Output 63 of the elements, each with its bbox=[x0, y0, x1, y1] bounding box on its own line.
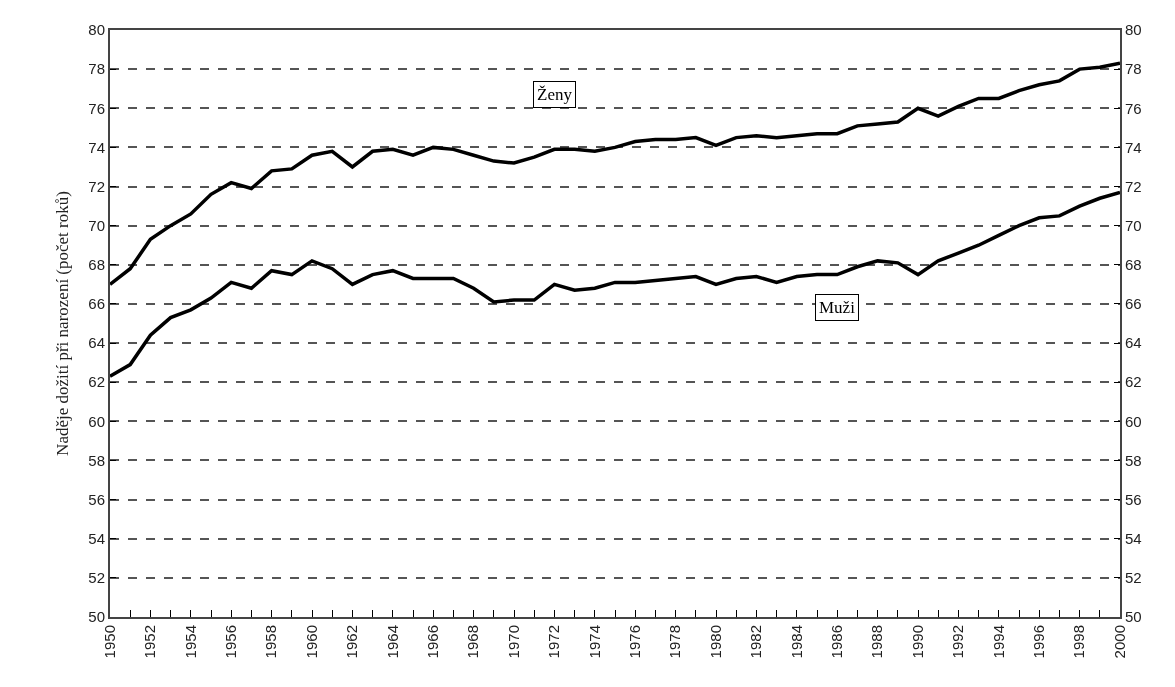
y2-tick-label: 62 bbox=[1125, 373, 1142, 391]
x-tick-label: 1998 bbox=[1070, 625, 1088, 659]
x-tick-label: 1976 bbox=[626, 625, 644, 659]
x-tick-label: 1992 bbox=[949, 625, 967, 659]
x-tick-label: 1962 bbox=[343, 625, 361, 659]
y2-tick-label: 76 bbox=[1125, 99, 1142, 117]
x-tick-label: 1980 bbox=[706, 625, 724, 659]
x-tick-label: 1990 bbox=[908, 625, 926, 659]
y-tick-label: 70 bbox=[88, 216, 105, 234]
x-tick-label: 1970 bbox=[504, 625, 522, 659]
x-tick-label: 1968 bbox=[464, 625, 482, 659]
x-tick-label: 1986 bbox=[828, 625, 846, 659]
y-tick-label: 58 bbox=[88, 451, 105, 469]
y2-tick-label: 80 bbox=[1125, 21, 1142, 39]
y2-tick-label: 64 bbox=[1125, 334, 1142, 352]
text: Ženy bbox=[537, 85, 573, 104]
x-tick-label: 2000 bbox=[1110, 625, 1128, 659]
y2-tick-label: 58 bbox=[1125, 451, 1142, 469]
y-tick-label: 72 bbox=[88, 177, 105, 195]
x-tick-label: 1956 bbox=[222, 625, 240, 659]
y-tick-label: 56 bbox=[88, 490, 105, 508]
y-tick-label: 62 bbox=[88, 373, 105, 391]
line-series bbox=[110, 61, 1120, 287]
series-label: Muži bbox=[819, 298, 856, 317]
y2-tick-label: 60 bbox=[1125, 412, 1142, 430]
y2-tick-label: 50 bbox=[1125, 608, 1142, 626]
x-tick-label: 1960 bbox=[302, 625, 320, 659]
y2-tick-label: 70 bbox=[1125, 216, 1142, 234]
y2-tick-label: 68 bbox=[1125, 256, 1142, 274]
x-tick-label: 1974 bbox=[585, 625, 603, 659]
y2-tick-label: 52 bbox=[1125, 569, 1142, 587]
x-tick-label: 1988 bbox=[868, 625, 886, 659]
y-tick-label: 78 bbox=[88, 60, 105, 78]
y-tick-label: 60 bbox=[88, 412, 105, 430]
y-axis-title: Naděje dožití při narození (počet roků) bbox=[53, 191, 73, 456]
y-tick-label: 50 bbox=[88, 608, 105, 626]
x-tick-label: 1952 bbox=[141, 625, 159, 659]
y2-tick-label: 56 bbox=[1125, 490, 1142, 508]
y-tick-label: 52 bbox=[88, 569, 105, 587]
y2-tick-label: 66 bbox=[1125, 295, 1142, 313]
y-tick-label: 66 bbox=[88, 295, 105, 313]
y2-tick-label: 74 bbox=[1125, 138, 1142, 156]
y-tick-label: 64 bbox=[88, 334, 105, 352]
y2-tick-label: 54 bbox=[1125, 529, 1142, 547]
y-tick-label: 74 bbox=[88, 138, 105, 156]
y-tick-label: 80 bbox=[88, 21, 105, 39]
x-tick-label: 1972 bbox=[545, 625, 563, 659]
y-tick-label: 76 bbox=[88, 99, 105, 117]
x-tick-label: 1982 bbox=[747, 625, 765, 659]
x-tick-label: 1966 bbox=[424, 625, 442, 659]
x-tick-label: 1954 bbox=[181, 625, 199, 659]
x-tick-label: 1978 bbox=[666, 625, 684, 659]
line-series bbox=[110, 190, 1120, 379]
y2-tick-label: 78 bbox=[1125, 60, 1142, 78]
x-tick-label: 1984 bbox=[787, 625, 805, 659]
x-tick-label: 1950 bbox=[100, 625, 118, 659]
y-tick-label: 68 bbox=[88, 256, 105, 274]
y2-tick-label: 72 bbox=[1125, 177, 1142, 195]
x-tick-label: 1994 bbox=[989, 625, 1007, 659]
x-tick-label: 1964 bbox=[383, 625, 401, 659]
x-tick-label: 1996 bbox=[1030, 625, 1048, 659]
y-tick-label: 54 bbox=[88, 529, 105, 547]
x-tick-label: 1958 bbox=[262, 625, 280, 659]
